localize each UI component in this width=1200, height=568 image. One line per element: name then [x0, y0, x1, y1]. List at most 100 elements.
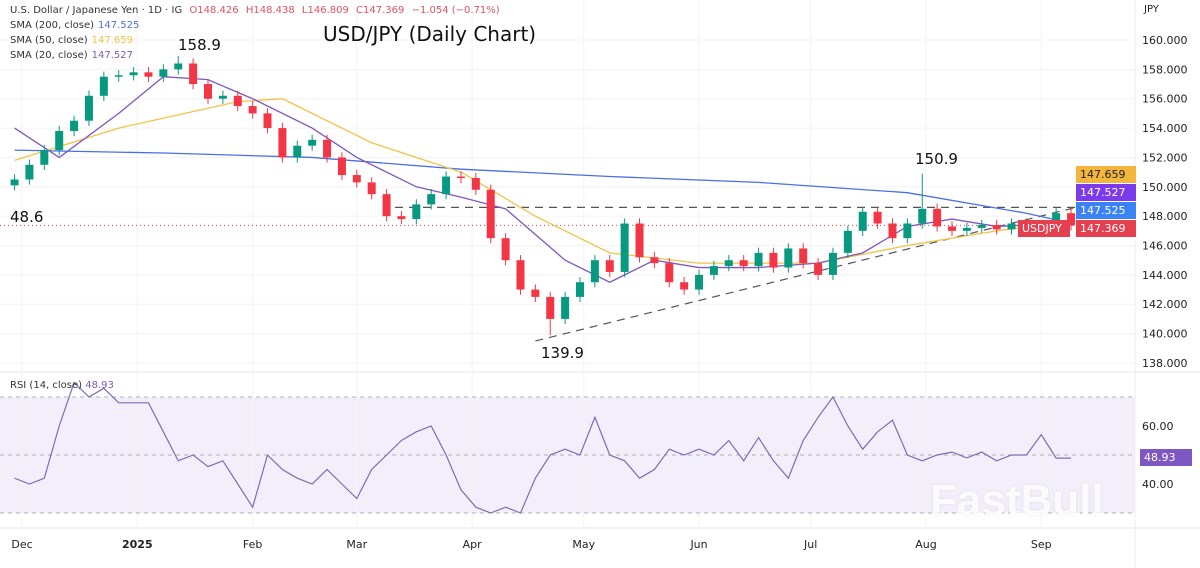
candle-body [456, 176, 465, 178]
candle-body [828, 252, 837, 275]
annotation-high-158: 158.9 [178, 36, 221, 54]
sma200-price-badge: 147.525 [1076, 202, 1136, 219]
candle-body [858, 211, 867, 231]
price-tick-label: 150.000 [1142, 181, 1188, 194]
symbol-badge: USDJPY [1018, 220, 1070, 237]
sma20-label: SMA (20, close) [10, 50, 88, 61]
candle-body [308, 139, 317, 146]
candle-body [531, 289, 540, 297]
candle-body [204, 84, 212, 99]
candle-body [233, 95, 242, 107]
time-tick-label: Feb [243, 538, 262, 551]
candle-body [70, 120, 79, 132]
candle-body [323, 139, 332, 158]
candle-body [650, 257, 659, 264]
candle-body [486, 189, 495, 239]
instrument-label: U.S. Dollar / Japanese Yen · 1D · IG [10, 5, 183, 16]
price-tick-label: 148.000 [1142, 210, 1188, 223]
fastbull-watermark: FastBull [930, 476, 1104, 525]
candle-body [888, 223, 897, 239]
candle-body [99, 76, 108, 96]
candle-body [278, 128, 287, 158]
candle-body [174, 63, 183, 70]
time-tick-label: Dec [11, 538, 32, 551]
change-value: −1.054 (−0.71%) [411, 5, 500, 16]
candle-body [129, 72, 138, 76]
candle-body [680, 282, 689, 290]
time-tick-label: Jul [803, 538, 817, 551]
candle-body [784, 248, 793, 268]
rsi-line [14, 381, 1072, 514]
low-value: L146.809 [301, 5, 349, 16]
time-tick-label: Aug [915, 538, 936, 551]
candle-body [977, 224, 986, 228]
candle-body [10, 179, 19, 186]
candle-body [873, 211, 882, 224]
rsi-tick-label: 60.00 [1142, 420, 1174, 433]
price-tick-label: 152.000 [1142, 151, 1188, 164]
price-tick-label: 138.000 [1142, 357, 1188, 370]
candle-body [590, 260, 599, 283]
candle-body [412, 204, 421, 220]
sma20-line [14, 76, 1072, 283]
candle-body [665, 263, 674, 283]
candle-body [367, 182, 376, 195]
candle-body [918, 208, 927, 224]
candle-body [962, 227, 971, 231]
rsi-tick-label: 40.00 [1142, 478, 1174, 491]
candle-body [695, 274, 704, 290]
rsi-legend-value: 48.93 [85, 380, 114, 391]
candle-body [814, 263, 823, 275]
sma20-price-badge: 147.527 [1076, 184, 1136, 201]
time-tick-label: May [572, 538, 595, 551]
candle-body [948, 226, 956, 231]
candle-body [263, 113, 272, 129]
candle-body [605, 260, 614, 272]
candle-body [501, 238, 510, 261]
rsi-legend: RSI (14, close) 48.93 [10, 378, 114, 393]
candle-body [471, 177, 480, 190]
time-tick-label: Mar [346, 538, 367, 551]
candle-body [992, 224, 1001, 230]
candle-body [293, 145, 302, 158]
candle-body [903, 223, 912, 239]
high-value: H148.438 [245, 5, 295, 16]
rsi-label: RSI (14, close) [10, 380, 83, 391]
candle-body [799, 248, 808, 264]
candle-body [159, 69, 168, 77]
sma50-price-badge: 147.659 [1076, 166, 1136, 183]
last-price-badge: 147.369 [1076, 220, 1136, 237]
candle-body [546, 296, 555, 319]
sma50-line [14, 98, 1072, 264]
candle-body [933, 208, 942, 227]
annotation-low-139: 139.9 [541, 344, 584, 362]
candle-body [516, 260, 525, 290]
candle-body [561, 296, 570, 319]
annotation-resistance: 48.6 [10, 208, 44, 226]
candle-body [576, 282, 584, 297]
price-tick-label: 140.000 [1142, 328, 1188, 341]
candle-body [382, 194, 391, 217]
price-tick-label: 146.000 [1142, 240, 1188, 253]
candle-body [397, 216, 406, 220]
price-tick-label: 160.000 [1142, 34, 1188, 47]
close-value: C147.369 [356, 5, 405, 16]
candle-body [248, 106, 257, 114]
candle-body [114, 75, 123, 77]
candle-body [769, 252, 778, 268]
candle-body [40, 150, 49, 165]
candle-body [620, 223, 629, 272]
sma20-value: 147.527 [91, 50, 133, 61]
candle-body [442, 176, 451, 195]
rsi-value-badge: 48.93 [1140, 449, 1192, 466]
candle-body [25, 164, 34, 180]
candle-body [144, 72, 153, 77]
candle-body [1007, 223, 1016, 230]
candle-body [754, 252, 763, 267]
candle-body [337, 157, 346, 176]
sma200-label: SMA (200, close) [10, 20, 94, 31]
open-value: O148.426 [189, 5, 239, 16]
sma200-line [14, 149, 1072, 224]
time-tick-label: Jun [689, 538, 707, 551]
